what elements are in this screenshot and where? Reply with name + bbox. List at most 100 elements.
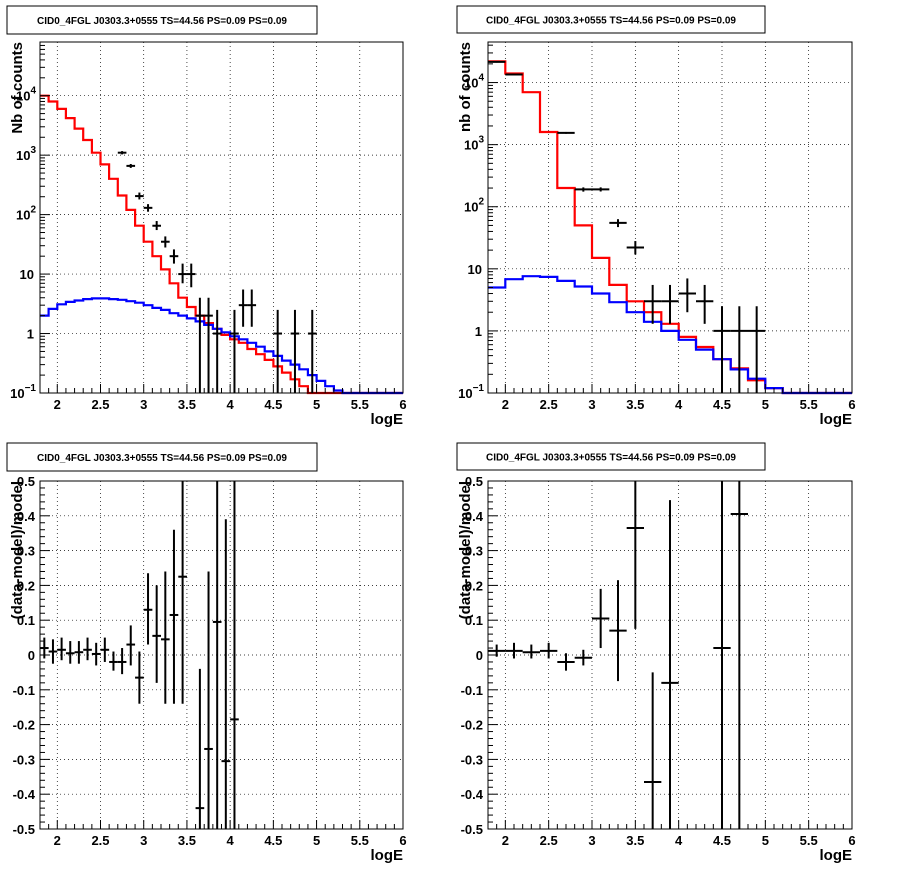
y-tick-label: -0.1 — [461, 683, 483, 698]
data-point — [661, 500, 679, 829]
data-point — [661, 284, 679, 324]
data-point — [230, 309, 239, 393]
data-point — [195, 668, 205, 829]
x-tick-label: 3.5 — [626, 833, 644, 848]
data-point — [730, 306, 748, 393]
data-point — [557, 131, 575, 134]
data-point — [135, 651, 144, 704]
data-point — [307, 309, 317, 393]
y-tick-label: 104 — [464, 73, 484, 91]
data-point — [626, 241, 644, 255]
x-tick-label: 6 — [399, 833, 406, 848]
data-point — [505, 642, 523, 659]
data-point — [74, 641, 84, 664]
data-point — [117, 151, 127, 155]
x-tick-label: 2.5 — [540, 833, 558, 848]
y-tick-label: -0.3 — [461, 752, 483, 767]
y-tick-label: 102 — [464, 197, 484, 215]
x-tick-label: 6 — [399, 397, 406, 412]
y-tick-base: 1 — [27, 327, 34, 342]
y-tick-exponent: −1 — [25, 383, 37, 394]
data-point — [592, 588, 610, 649]
x-axis-label: logE — [820, 847, 853, 864]
data-point — [212, 481, 222, 829]
data-point — [126, 625, 136, 666]
x-tick-label: 5.5 — [351, 397, 369, 412]
x-tick-label: 3 — [588, 397, 595, 412]
x-tick-label: 2.5 — [91, 397, 109, 412]
chart-panel-2: CID0_4FGL J0303.3+0555 TS=44.56 PS=0.09 … — [456, 5, 856, 428]
chart-panel-3: CID0_4FGL J0303.3+0555 TS=44.56 PS=0.09 … — [6, 442, 407, 864]
y-tick-base: 10 — [464, 200, 478, 215]
data-point — [574, 649, 592, 666]
y-tick-label: 0.3 — [465, 544, 483, 559]
chart-title: CID0_4FGL J0303.3+0555 TS=44.56 PS=0.09 … — [486, 453, 736, 464]
y-tick-label: -0.5 — [461, 822, 483, 837]
y-tick-label: 0.3 — [17, 544, 35, 559]
data-point — [748, 306, 766, 393]
y-tick-label: 10 — [468, 262, 482, 277]
data-point — [57, 637, 66, 661]
model-total-histogram — [40, 94, 403, 395]
data-point — [100, 637, 110, 662]
data-point — [186, 263, 196, 288]
data-point — [117, 648, 127, 675]
x-tick-label: 3.5 — [178, 397, 196, 412]
plot-frame — [39, 41, 404, 394]
data-point — [126, 164, 136, 168]
data-point — [574, 187, 592, 192]
data-point — [626, 481, 644, 629]
x-tick-label: 2 — [54, 397, 61, 412]
x-tick-label: 2 — [502, 397, 509, 412]
y-tick-exponent: 2 — [30, 205, 36, 216]
y-tick-base: 10 — [16, 89, 30, 104]
x-tick-label: 3.5 — [626, 397, 644, 412]
x-tick-label: 4 — [227, 397, 235, 412]
chart-title: CID0_4FGL J0303.3+0555 TS=44.56 PS=0.09 … — [486, 16, 736, 27]
data-point — [730, 481, 748, 829]
y-tick-label: -0.2 — [13, 718, 35, 733]
data-point — [644, 672, 662, 829]
data-point — [230, 481, 239, 829]
data-point — [488, 60, 506, 63]
chart-title: CID0_4FGL J0303.3+0555 TS=44.56 PS=0.09 … — [37, 16, 287, 27]
x-tick-label: 5 — [762, 397, 769, 412]
y-tick-label: -0.5 — [13, 822, 35, 837]
data-point — [135, 192, 144, 200]
data-point — [713, 481, 731, 829]
x-tick-label: 5.5 — [351, 833, 369, 848]
x-tick-label: 4.5 — [713, 833, 731, 848]
data-point — [505, 73, 523, 76]
y-axis-label: Nb of counts — [9, 42, 26, 134]
title-box — [6, 5, 318, 35]
data-point — [678, 278, 696, 313]
y-tick-label: 0.1 — [465, 613, 483, 628]
y-tick-label: 1 — [475, 324, 482, 339]
y-tick-label: 0 — [28, 648, 35, 663]
y-axis-label: (data-model)/model — [457, 481, 474, 619]
data-point — [522, 644, 540, 659]
y-tick-label: 10−1 — [458, 383, 484, 401]
y-tick-exponent: 3 — [478, 135, 484, 146]
x-tick-label: 4.5 — [264, 397, 282, 412]
x-tick-label: 3 — [588, 833, 595, 848]
data-point — [204, 297, 213, 393]
x-tick-label: 4.5 — [713, 397, 731, 412]
y-tick-base: 10 — [16, 148, 30, 163]
y-tick-exponent: 2 — [478, 197, 484, 208]
y-tick-label: 1 — [27, 327, 34, 342]
y-tick-label: -0.1 — [13, 683, 35, 698]
y-tick-label: 10−1 — [10, 383, 36, 401]
chart-panel-4: CID0_4FGL J0303.3+0555 TS=44.56 PS=0.09 … — [456, 442, 856, 864]
y-tick-label: 0.5 — [465, 474, 483, 489]
x-tick-label: 2 — [502, 833, 509, 848]
y-tick-label: 104 — [16, 86, 36, 104]
data-point — [609, 580, 627, 682]
y-axis-label: nb of counts — [457, 42, 474, 132]
data-point — [161, 236, 170, 248]
data-point — [109, 651, 118, 671]
y-tick-base: 10 — [464, 138, 478, 153]
x-tick-label: 2.5 — [540, 397, 558, 412]
data-point — [644, 284, 662, 324]
x-tick-label: 6 — [848, 397, 855, 412]
